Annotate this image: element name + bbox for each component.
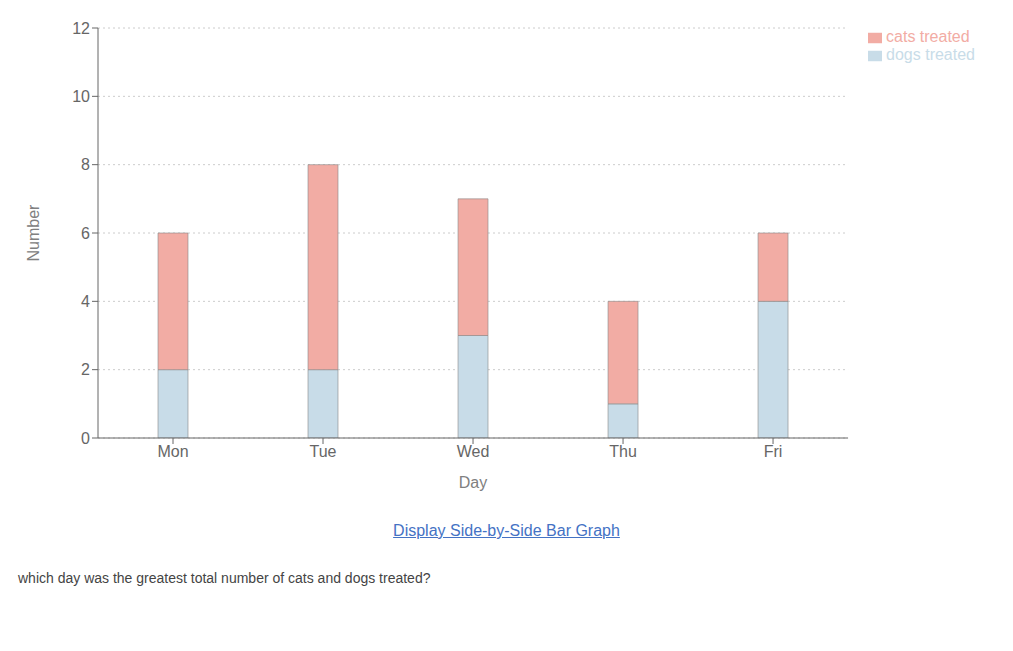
svg-text:2: 2 xyxy=(81,361,90,378)
svg-text:0: 0 xyxy=(81,430,90,447)
html-text:which day was the greatest tot: which day was the greatest total number … xyxy=(18,570,431,586)
svg-text:10: 10 xyxy=(72,88,90,105)
svg-text:6: 6 xyxy=(81,225,90,242)
svg-text:Tue: Tue xyxy=(310,443,337,460)
svg-text:Day: Day xyxy=(459,474,487,491)
html-text:dogs treated: dogs treated xyxy=(886,46,975,63)
svg-text:8: 8 xyxy=(81,156,90,173)
svg-text:12: 12 xyxy=(72,20,90,37)
html-text:cats treated: cats treated xyxy=(886,28,970,45)
svg-text:Number: Number xyxy=(25,204,42,262)
svg-text:Mon: Mon xyxy=(157,443,188,460)
svg-text:Thu: Thu xyxy=(609,443,637,460)
svg-text:Wed: Wed xyxy=(457,443,490,460)
svg-text:4: 4 xyxy=(81,293,90,310)
svg-text:Fri: Fri xyxy=(764,443,783,460)
html-text:Display Side-by-Side Bar Graph: Display Side-by-Side Bar Graph xyxy=(393,522,620,539)
